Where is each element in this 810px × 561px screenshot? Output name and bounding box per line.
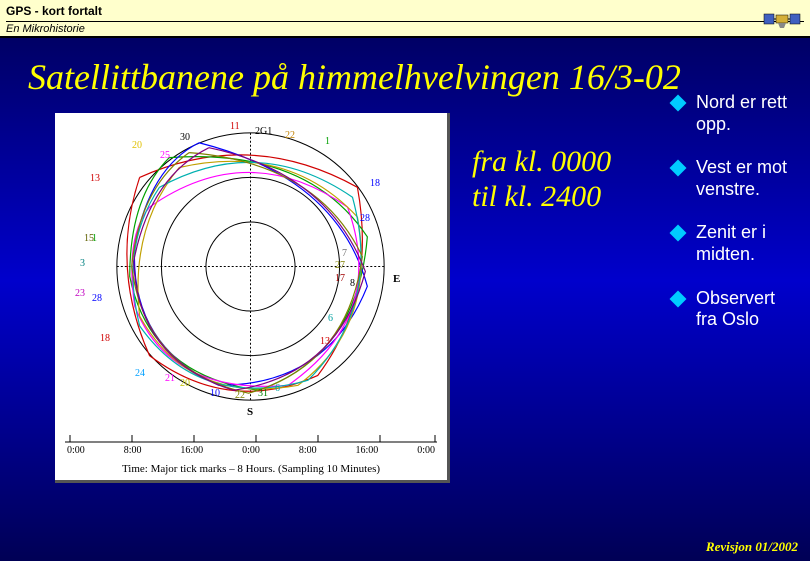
satellite-label: 6 — [275, 383, 280, 394]
satellite-label: 8 — [350, 278, 355, 289]
time-tick: 0:00 — [417, 445, 435, 456]
satellite-label: 27 — [335, 260, 345, 271]
satellite-label: 18 — [370, 178, 380, 189]
skyplot-svg — [60, 118, 442, 415]
bullet-marker-icon — [670, 225, 687, 242]
time-axis-label: Time: Major tick marks – 8 Hours. (Sampl… — [65, 463, 437, 475]
satellite-label: 31 — [258, 388, 268, 399]
satellite-label: 2G1 — [255, 126, 272, 137]
satellite-label: 21 — [165, 373, 175, 384]
satellite-label: 20 — [180, 378, 190, 389]
bullet-marker-icon — [670, 160, 687, 177]
time-tick: 16:00 — [180, 445, 203, 456]
satellite-label: 11 — [230, 121, 240, 132]
bullet-marker-icon — [670, 95, 687, 112]
bullet-item: Zenit er i midten. — [672, 222, 790, 265]
time-tick: 16:00 — [356, 445, 379, 456]
satellite-label: 23 — [75, 288, 85, 299]
compass-s: S — [247, 406, 253, 418]
satellite-label: 28 — [92, 293, 102, 304]
satellite-label: 3 — [80, 258, 85, 269]
time-tick: 8:00 — [124, 445, 142, 456]
satellite-label: 22 — [235, 390, 245, 401]
satellite-label: 28 — [360, 213, 370, 224]
revision-footer: Revisjon 01/2002 — [706, 539, 798, 555]
bullet-text: Vest er mot venstre. — [696, 157, 790, 200]
satellite-label: 7 — [342, 248, 347, 259]
bullet-marker-icon — [670, 290, 687, 307]
bullet-item: Observert fra Oslo — [672, 288, 790, 331]
bullet-item: Vest er mot venstre. — [672, 157, 790, 200]
satellite-label: 6 — [328, 313, 333, 324]
header-title: GPS - kort fortalt — [6, 4, 102, 18]
slide-header: GPS - kort fortalt En Mikrohistorie — [0, 0, 810, 38]
compass-e: E — [393, 273, 400, 285]
bullet-text: Nord er rett opp. — [696, 92, 790, 135]
bullet-text: Observert fra Oslo — [696, 288, 790, 331]
satellite-label: 24 — [135, 368, 145, 379]
satellite-label: 1 — [325, 136, 330, 147]
satellite-label: 25 — [160, 150, 170, 161]
satellite-label: 1 — [92, 233, 97, 244]
satellite-label: 30 — [180, 132, 190, 143]
satellite-label: 13 — [320, 336, 330, 347]
header-subtitle: En Mikrohistorie — [6, 22, 804, 35]
satellite-label: 20 — [132, 140, 142, 151]
satellite-label: 17 — [335, 273, 345, 284]
time-axis: 0:00 8:00 16:00 0:00 8:00 16:00 0:00 Time: Maj… — [65, 433, 437, 475]
skyplot-chart: E S 112G13022120251318151283782717232861… — [55, 113, 450, 483]
bullet-item: Nord er rett opp. — [672, 92, 790, 135]
time-tick: 0:00 — [67, 445, 85, 456]
satellite-label: 18 — [100, 333, 110, 344]
satellite-icon — [762, 2, 802, 37]
time-tick: 8:00 — [299, 445, 317, 456]
satellite-label: 22 — [285, 130, 295, 141]
time-tick: 0:00 — [242, 445, 260, 456]
satellite-label: 10 — [210, 388, 220, 399]
bullet-text: Zenit er i midten. — [696, 222, 790, 265]
satellite-label: 13 — [90, 173, 100, 184]
